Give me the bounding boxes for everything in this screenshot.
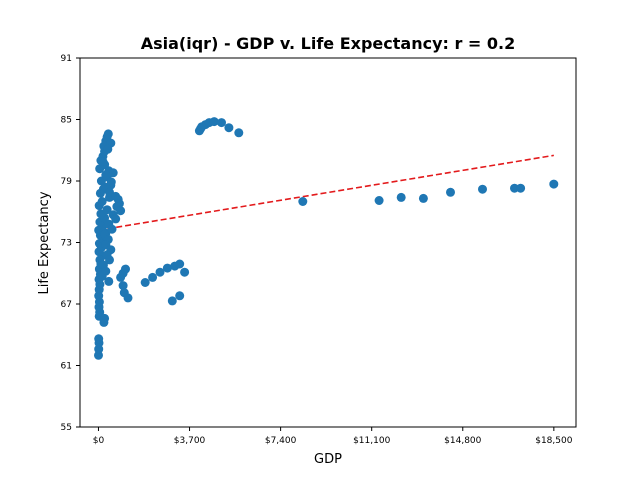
data-point — [107, 224, 117, 234]
data-point — [118, 281, 128, 291]
data-point — [104, 276, 114, 286]
data-point — [94, 334, 104, 344]
y-tick-label: 67 — [61, 300, 72, 310]
y-tick-label: 85 — [61, 116, 72, 126]
data-point — [155, 267, 165, 277]
data-point — [180, 267, 190, 277]
data-point — [140, 278, 150, 287]
x-tick-label: $0 — [93, 436, 105, 446]
x-tick-label: $18,500 — [535, 436, 572, 446]
data-point — [97, 197, 107, 206]
data-point — [175, 259, 185, 269]
x-tick-label: $14,800 — [444, 436, 481, 446]
plot-frame — [79, 57, 577, 428]
data-point — [209, 117, 219, 127]
data-point — [446, 187, 455, 197]
data-point — [148, 272, 158, 282]
y-tick-label: 55 — [61, 423, 72, 433]
data-point — [111, 214, 121, 224]
y-tick-label: 73 — [61, 239, 72, 249]
data-point — [217, 118, 226, 128]
x-tick-label: $7,400 — [265, 436, 297, 446]
data-point — [224, 123, 234, 133]
data-points — [94, 117, 559, 360]
chart-title: Asia(iqr) - GDP v. Life Expectancy: r = … — [141, 34, 516, 53]
data-point — [516, 183, 526, 193]
data-point — [162, 263, 172, 273]
data-point — [121, 264, 130, 274]
y-axis-label: Life Expectancy — [37, 191, 52, 294]
trendline-layer — [98, 154, 554, 231]
y-tick-label: 91 — [61, 54, 72, 64]
data-point — [105, 255, 114, 265]
data-point — [103, 144, 113, 154]
data-point — [167, 296, 177, 306]
data-point — [101, 170, 111, 180]
data-point — [175, 291, 185, 301]
data-point — [196, 124, 206, 134]
data-point — [97, 271, 107, 281]
data-point — [98, 157, 108, 166]
data-point — [298, 197, 308, 206]
data-point — [418, 193, 428, 203]
data-point — [99, 317, 109, 327]
data-point — [123, 293, 133, 303]
data-point — [234, 128, 244, 138]
x-tick-label: $11,100 — [353, 436, 390, 446]
data-point — [396, 192, 406, 202]
data-point — [116, 206, 126, 216]
data-point — [478, 184, 487, 194]
y-tick-label: 61 — [61, 362, 72, 372]
data-point — [374, 196, 384, 205]
axis-ticks: $0 $3,700 $7,400 $11,100 $14,800 $18,500 55 61 6… — [61, 54, 573, 446]
data-point — [103, 129, 113, 139]
data-point — [549, 179, 559, 189]
x-axis-label: GDP — [314, 452, 342, 467]
trendline — [98, 154, 554, 231]
data-point — [102, 205, 112, 215]
data-point — [106, 177, 116, 187]
x-tick-label: $3,700 — [174, 436, 206, 446]
y-tick-label: 79 — [61, 177, 73, 187]
